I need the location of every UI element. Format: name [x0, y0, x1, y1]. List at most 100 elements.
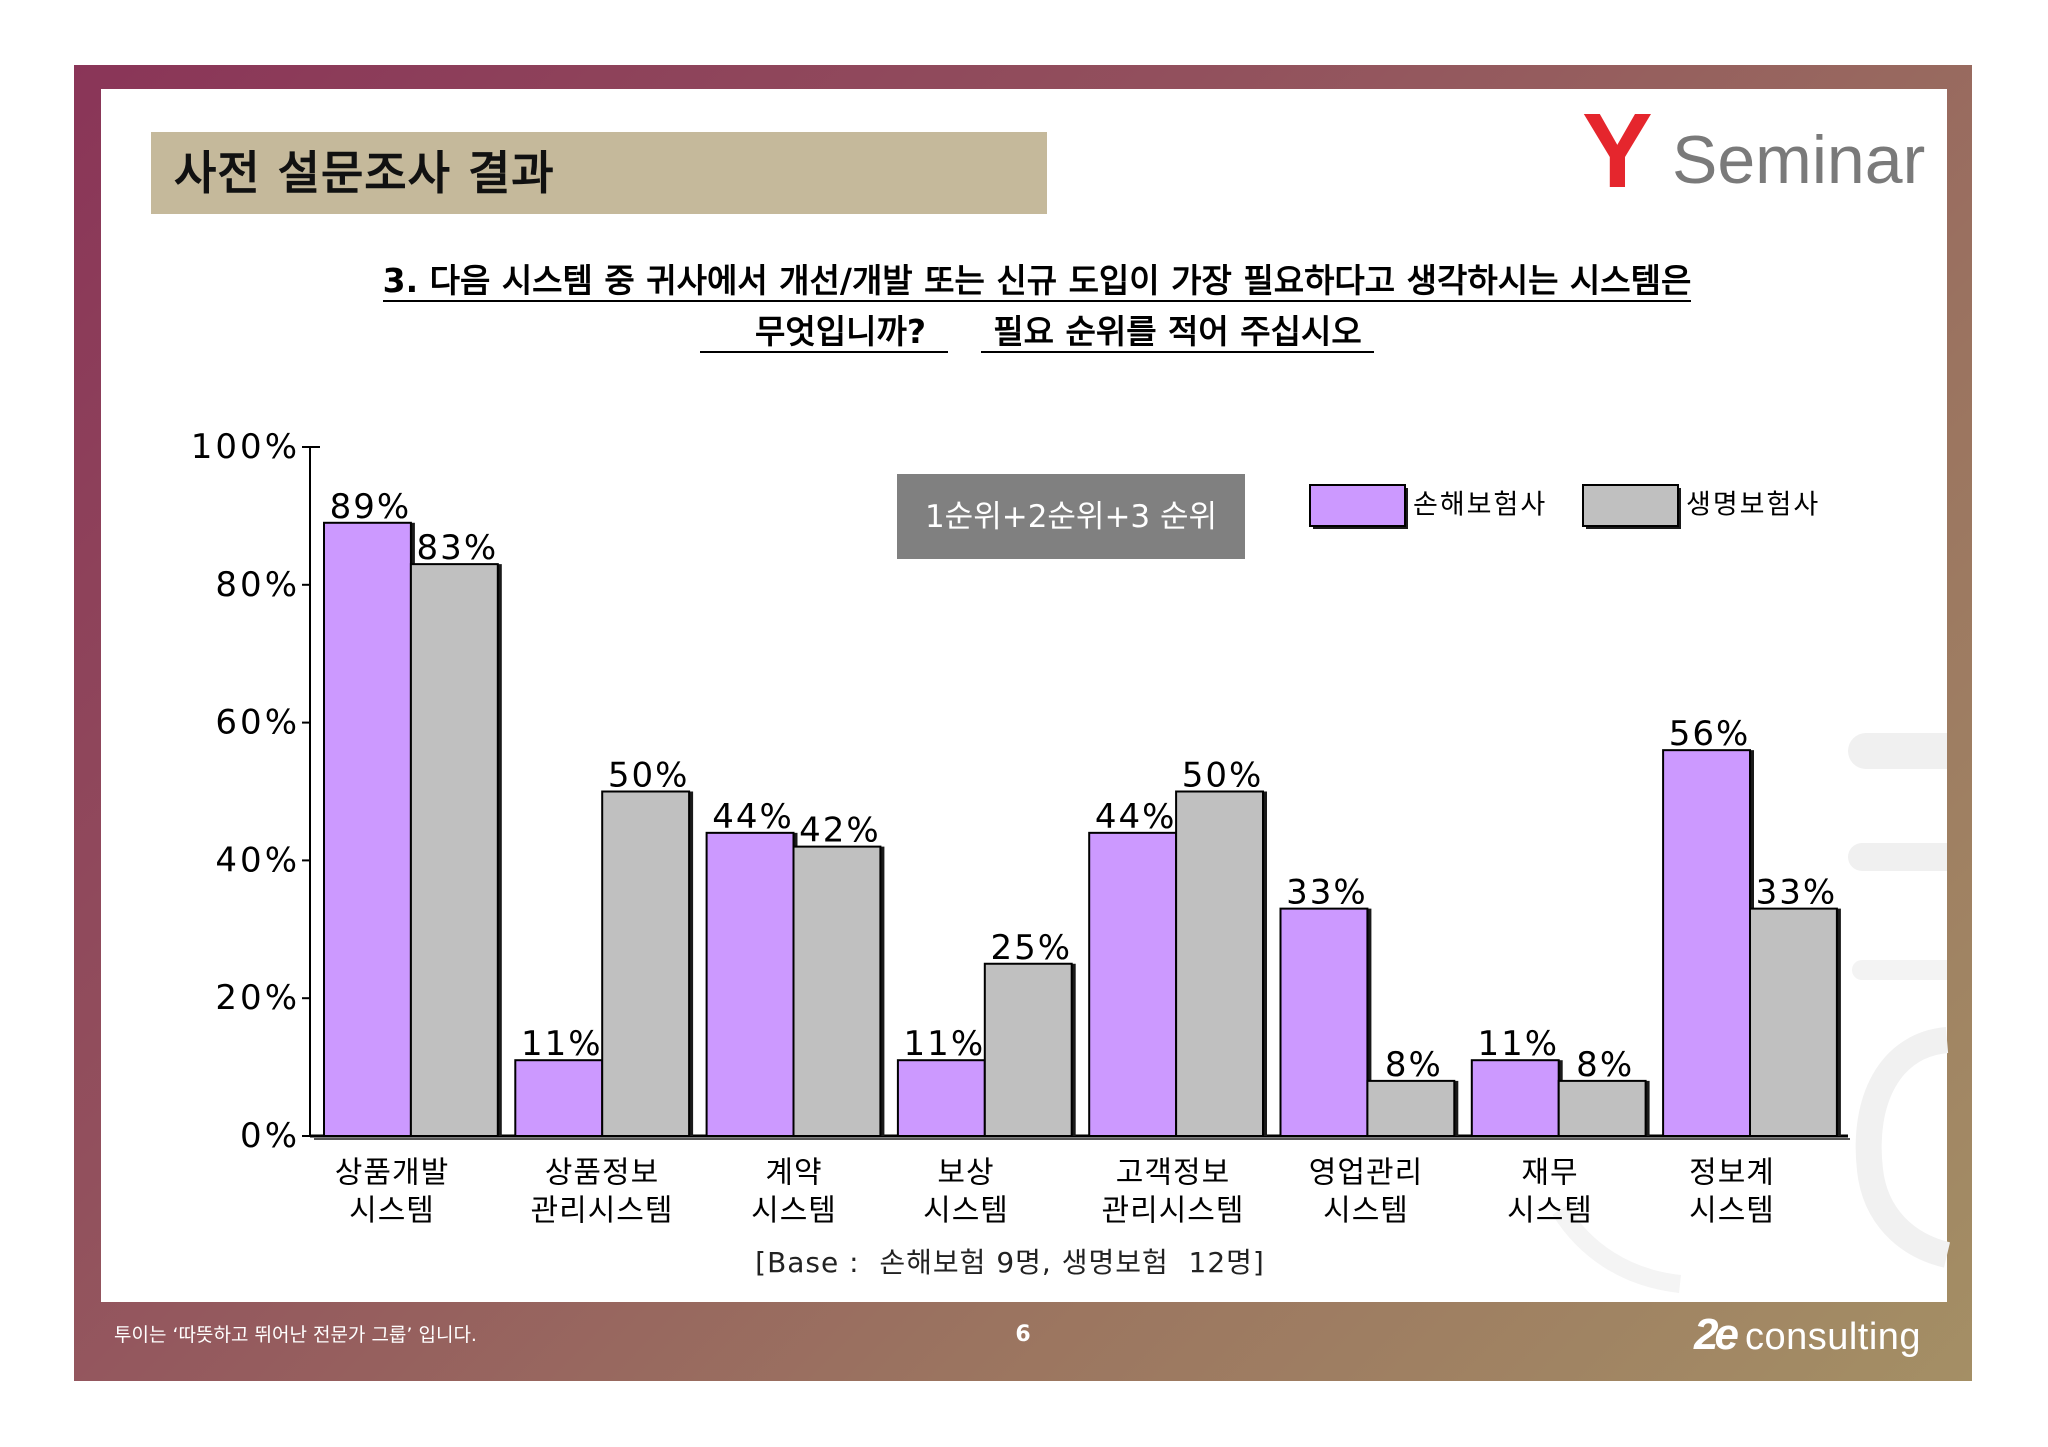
y-tick-value: 80 — [215, 565, 264, 605]
data-label: 33% — [1286, 873, 1368, 913]
data-label-unit: % — [655, 756, 689, 796]
bar — [1279, 907, 1369, 1137]
x-tick-label: 시스템 — [1507, 1194, 1593, 1229]
data-label: 8% — [1385, 1045, 1443, 1085]
x-tick-label: 영업관리 — [1309, 1156, 1423, 1191]
x-tick-label: 고객정보 — [1116, 1156, 1230, 1191]
x-tick-label: 상품정보 — [545, 1156, 659, 1191]
y-tick-label: 80% — [215, 565, 300, 605]
bar-group — [1470, 1059, 1650, 1138]
bar — [1366, 1079, 1456, 1138]
question-line-2-first: 무엇입니까? — [700, 313, 948, 353]
bar — [1175, 790, 1264, 1137]
data-label: 44% — [712, 797, 794, 837]
y-tick-unit: % — [265, 703, 300, 743]
y-tick-unit: % — [265, 1116, 300, 1156]
y-tick-label: 20% — [215, 978, 300, 1018]
bar — [1088, 831, 1178, 1138]
slide-title: 사전 설문조사 결과 — [174, 146, 555, 200]
data-label-value: 33 — [1756, 873, 1803, 913]
bar — [601, 790, 691, 1137]
annotation-box — [897, 474, 1245, 559]
data-label-unit: % — [1409, 1045, 1443, 1085]
data-label-unit: % — [1142, 797, 1176, 837]
data-label-value: 11 — [521, 1024, 568, 1064]
data-label-value: 56 — [1669, 714, 1716, 754]
y-tick-unit: % — [265, 840, 300, 880]
bar-group — [1279, 907, 1459, 1138]
data-label: 44% — [1095, 797, 1177, 837]
data-label-value: 11 — [1477, 1024, 1524, 1064]
data-label: 50% — [1182, 756, 1264, 796]
data-label-unit: % — [1229, 756, 1263, 796]
data-label-value: 25 — [990, 928, 1037, 968]
legend-label: 손해보험사 — [1413, 490, 1547, 521]
data-labels: 89%83%11%50%44% 42%11%25%44%50%33%8%11%8%… — [330, 487, 1836, 1085]
data-label-value: 44 — [1095, 797, 1142, 837]
watermark-arc — [1855, 1027, 1951, 1268]
x-tick-label: 관리시스템 — [1102, 1194, 1245, 1229]
bar — [705, 831, 795, 1138]
bar — [409, 563, 499, 1137]
ranking-annotation: 1순위+2순위+3 순위 — [897, 474, 1245, 559]
base-note: [Base : 손해보험 9명, 생명보험 12명] — [755, 1246, 1265, 1279]
data-label-value: 83 — [417, 528, 464, 568]
legend-swatch — [1309, 484, 1406, 527]
x-tick-label: 관리시스템 — [531, 1194, 674, 1229]
data-label-value: 50 — [608, 756, 655, 796]
annotation-text: 1순위+2순위+3 순위 — [925, 499, 1217, 535]
data-label-unit: % — [951, 1024, 985, 1064]
bar — [323, 521, 412, 1137]
brand-mark: 2e — [1694, 1310, 1739, 1359]
watermark-stripe — [1848, 843, 1947, 871]
x-tick-label: 계약 — [765, 1156, 822, 1191]
bar — [1557, 1079, 1647, 1138]
legend-item: 손해보험사 — [1309, 484, 1547, 529]
title-banner: 사전 설문조사 결과 — [151, 132, 1047, 214]
seminar-logo: Y Seminar — [1582, 92, 1925, 210]
bar — [792, 845, 882, 1137]
watermark-arc — [1552, 1205, 1682, 1293]
data-label-unit: % — [1716, 714, 1750, 754]
data-label-unit: % — [1600, 1045, 1634, 1085]
watermark-stripe — [1852, 960, 1947, 980]
y-tick-unit: % — [265, 565, 300, 605]
x-tick-label: 보상 — [937, 1156, 994, 1191]
x-tick-label: 시스템 — [751, 1194, 837, 1229]
data-label-unit: % — [377, 487, 411, 527]
brand-text: consulting — [1744, 1316, 1922, 1358]
data-label: 8% — [1576, 1045, 1634, 1085]
data-label-value: 44 — [712, 797, 759, 837]
bar — [1470, 1059, 1560, 1137]
data-label-unit: % — [760, 797, 794, 837]
bar-group — [896, 962, 1076, 1137]
bar — [1662, 749, 1751, 1137]
data-label-unit: % — [846, 811, 880, 851]
data-label: 56% — [1669, 714, 1751, 754]
data-label-value: 8 — [1576, 1045, 1600, 1085]
bar — [514, 1059, 604, 1137]
data-label-value: 89 — [330, 487, 377, 527]
data-label: 83% — [417, 528, 499, 568]
x-tick-label: 시스템 — [923, 1194, 1009, 1229]
x-tick-label: 시스템 — [1323, 1194, 1409, 1229]
data-label-unit: % — [1333, 873, 1367, 913]
footer-slogan: 투이는 ‘따뜻하고 뛰어난 전문가 그룹’ 입니다. — [114, 1324, 477, 1346]
data-label: 11% — [904, 1024, 986, 1064]
chart-bars — [323, 521, 1841, 1138]
question-line-1-wrapper: 3. 다음 시스템 중 귀사에서 개선/개발 또는 신규 도입이 가장 필요하다… — [137, 262, 1937, 302]
bar — [1749, 907, 1838, 1137]
data-label-value: 11 — [904, 1024, 951, 1064]
question-line-1: 3. 다음 시스템 중 귀사에서 개선/개발 또는 신규 도입이 가장 필요하다… — [382, 261, 1692, 302]
data-label-unit: % — [568, 1024, 602, 1064]
page-number: 6 — [1015, 1322, 1031, 1347]
consulting-logo: 2e consulting — [1694, 1310, 1921, 1360]
bar-group — [1088, 790, 1267, 1138]
bar-chart: 0%20%40%60%80%100%89%83%11%50%44% 42%11%2… — [191, 427, 1850, 1229]
y-tick-unit: % — [265, 427, 300, 467]
y-tick-value: 20 — [215, 978, 264, 1018]
legend-label: 생명보험사 — [1686, 490, 1820, 521]
data-label-value: 50 — [1182, 756, 1229, 796]
x-tick-label: 시스템 — [1689, 1194, 1775, 1229]
x-tick-label: 시스템 — [349, 1194, 435, 1229]
